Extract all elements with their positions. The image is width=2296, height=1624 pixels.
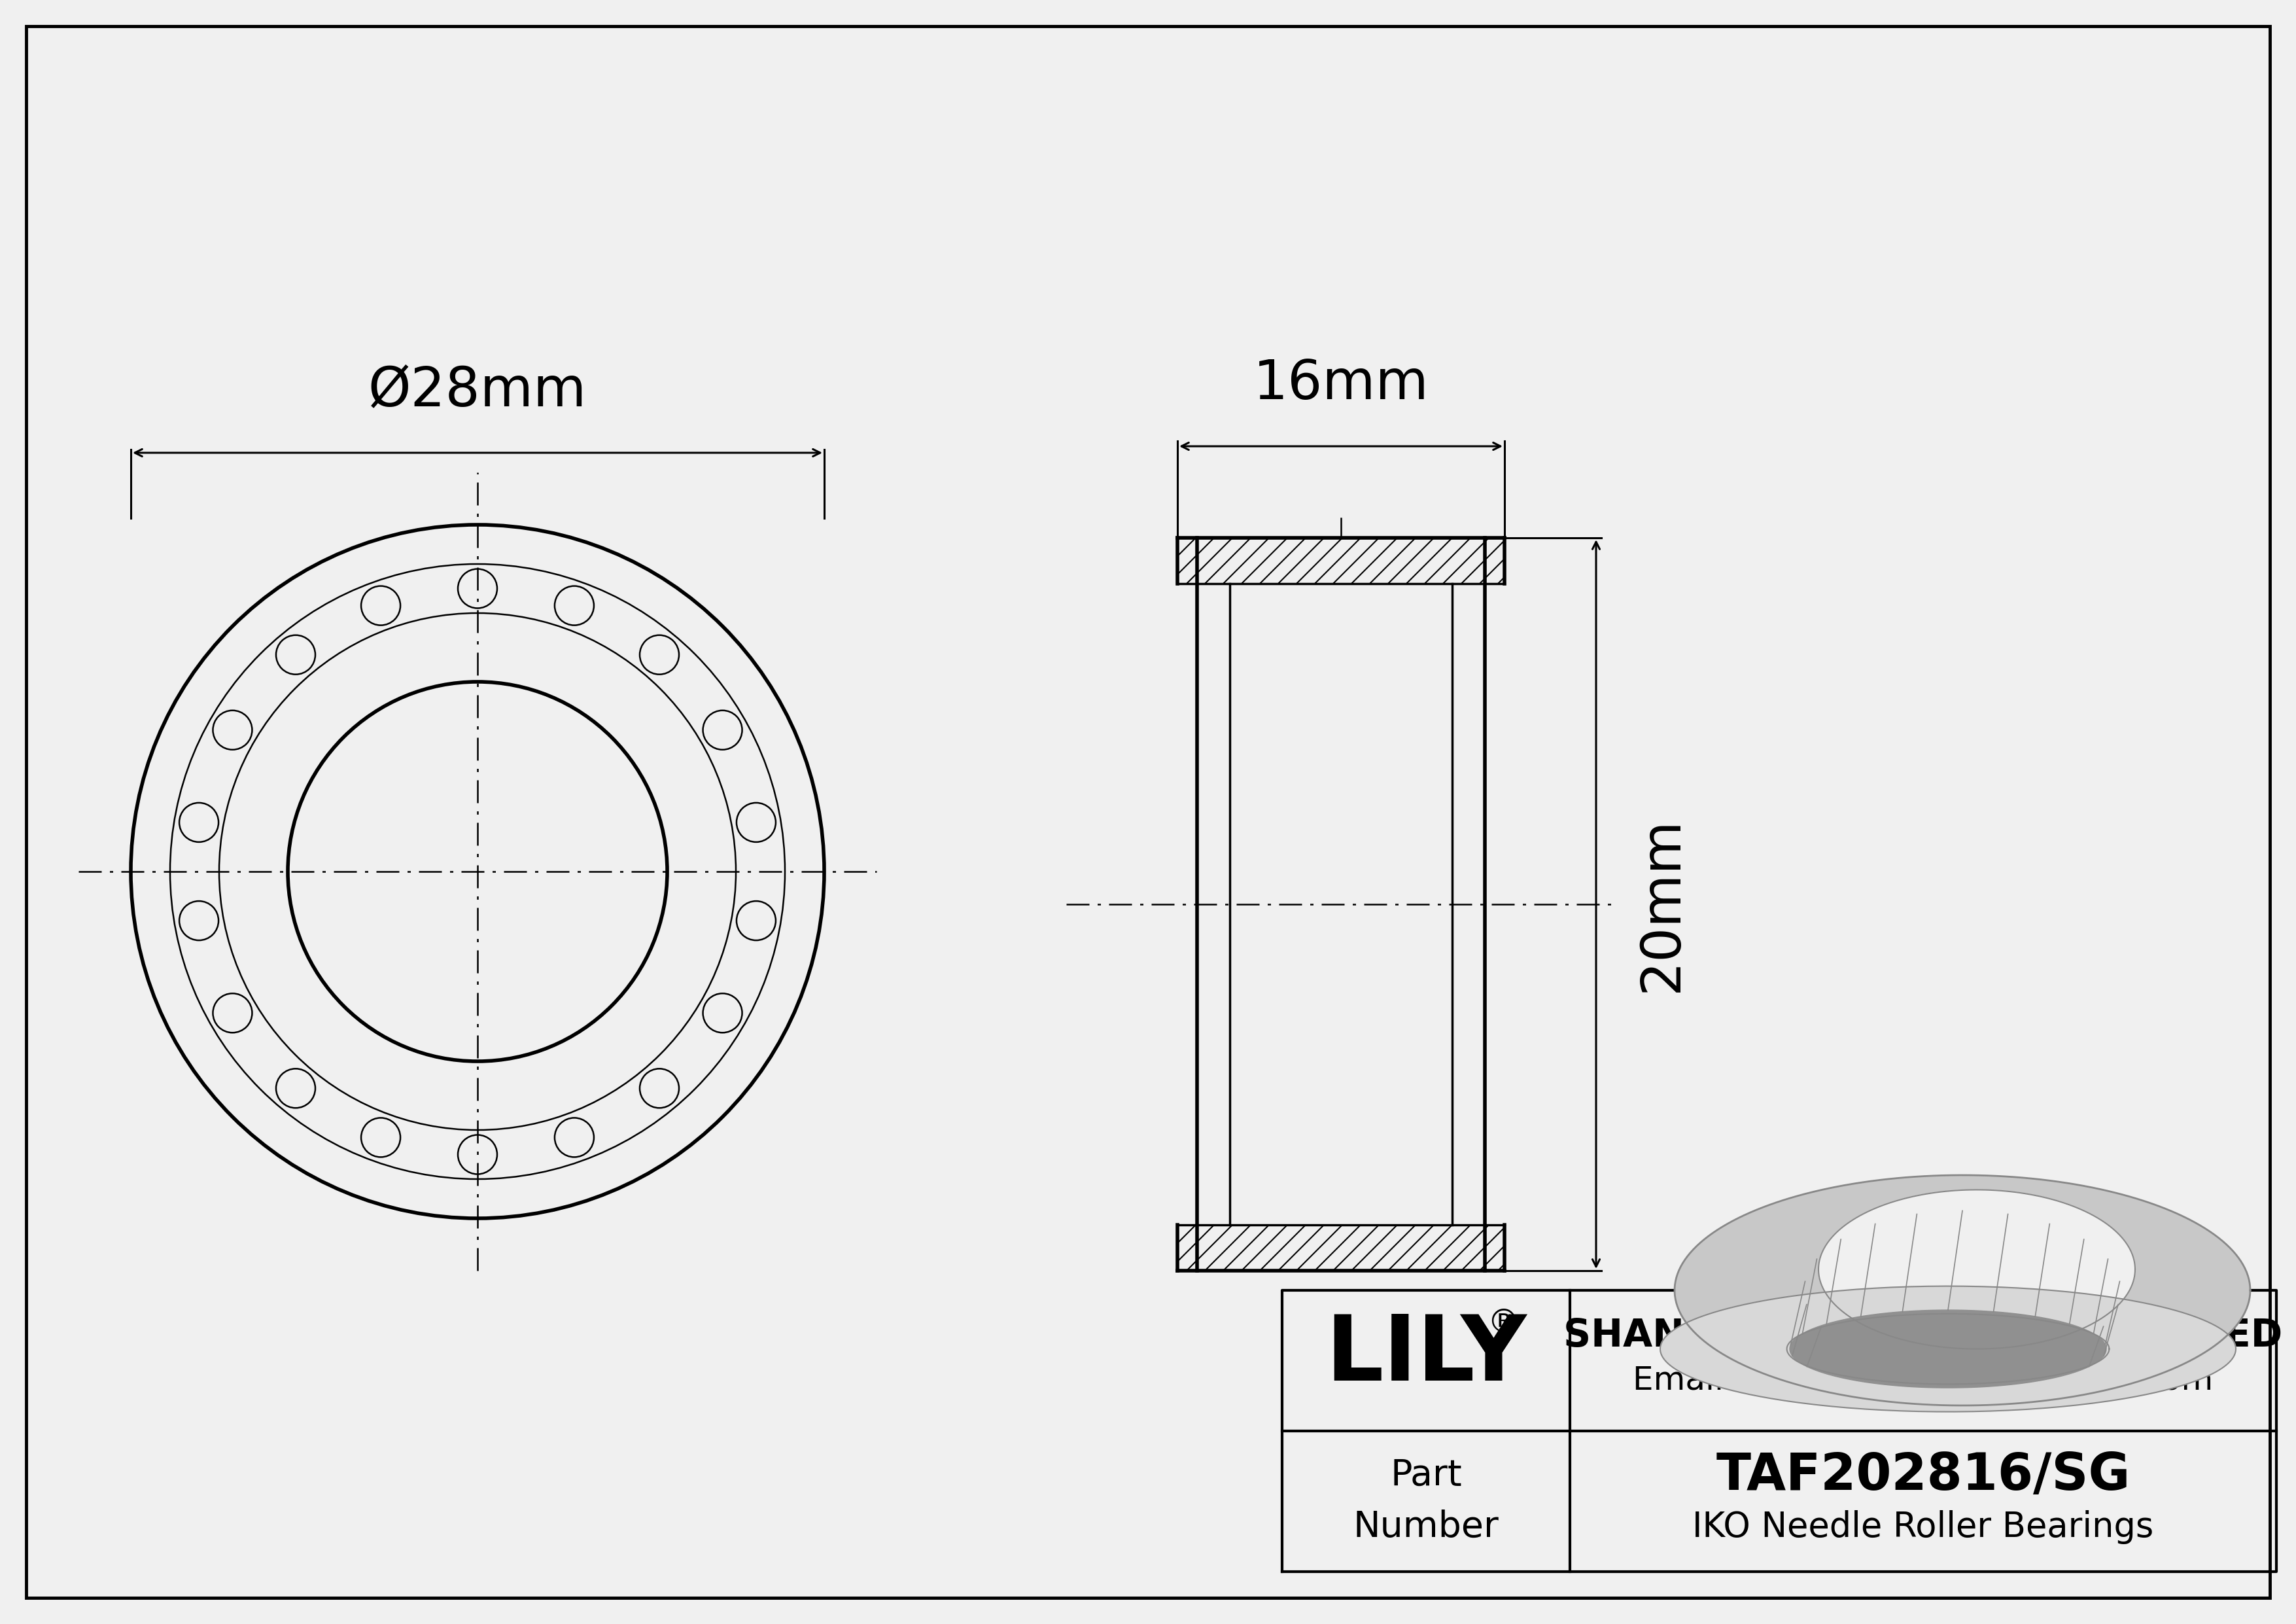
Text: ®: ® xyxy=(1488,1307,1520,1338)
Polygon shape xyxy=(1660,1286,2236,1411)
Polygon shape xyxy=(1818,1190,2135,1350)
Text: IKO Needle Roller Bearings: IKO Needle Roller Bearings xyxy=(1692,1510,2154,1544)
Text: Email: lilybearing@lily-bearing.com: Email: lilybearing@lily-bearing.com xyxy=(1632,1364,2213,1397)
Text: Ø28mm: Ø28mm xyxy=(367,364,588,417)
Text: TAF202816/SG: TAF202816/SG xyxy=(1715,1450,2131,1501)
Text: 20mm: 20mm xyxy=(1635,817,1688,992)
Text: LILY: LILY xyxy=(1325,1311,1527,1400)
Text: Part
Number: Part Number xyxy=(1352,1458,1499,1544)
Text: SHANGHAI LILY BEARING LIMITED: SHANGHAI LILY BEARING LIMITED xyxy=(1564,1317,2282,1354)
Text: 16mm: 16mm xyxy=(1254,357,1428,411)
Polygon shape xyxy=(1789,1311,2105,1389)
Polygon shape xyxy=(1674,1176,2250,1405)
